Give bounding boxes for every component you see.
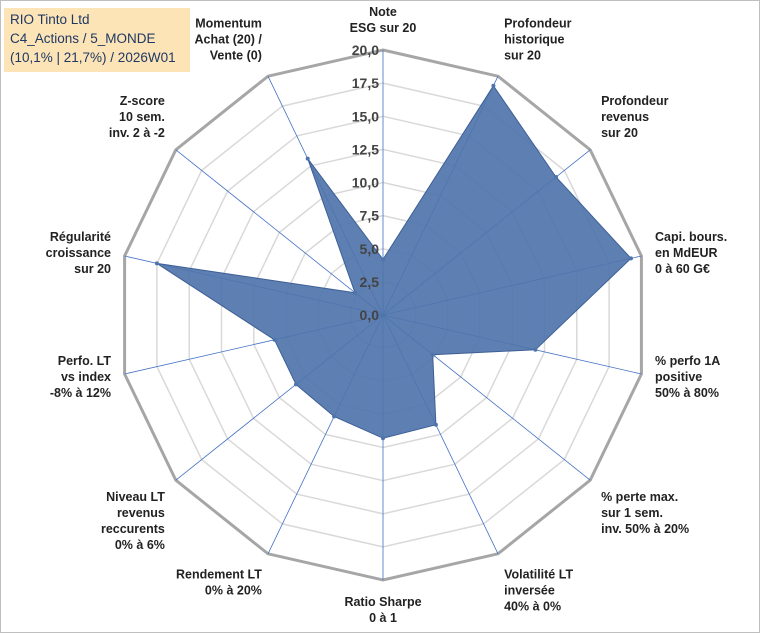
data-point-0	[381, 257, 385, 262]
axis-label-2: Profondeur revenus sur 20	[601, 94, 668, 140]
data-point-7	[381, 436, 385, 441]
axis-label-7: Ratio Sharpe 0 à 1	[344, 595, 421, 625]
data-layer	[154, 83, 633, 441]
data-point-12	[353, 290, 357, 295]
data-point-13	[305, 156, 310, 161]
axis-label-4: % perfo 1A positive 50% à 80%	[655, 354, 720, 400]
label-layer: Note ESG sur 20 Profondeur historique sur 20…	[46, 5, 728, 625]
data-point-10	[272, 337, 277, 342]
axis-label-10: Perfo. LT vs index -8% à 12%	[50, 354, 112, 400]
axis-label-0: Note ESG sur 20	[350, 5, 417, 35]
axis-spoke-12	[175, 149, 384, 316]
axis-label-5: % perte max. sur 1 sem. inv. 50% à 20%	[601, 490, 689, 536]
tick-layer: 0,0 2,5 5,0 7,5 10,0 12,5 15,0 17,5 20,0	[352, 42, 379, 323]
data-series-area	[156, 84, 632, 439]
data-point-6	[433, 422, 438, 427]
tick-label-7: 17,5	[352, 75, 379, 91]
chart-title-box: RIO Tinto Ltd C4_Actions / 5_MONDE (10,1…	[4, 8, 190, 72]
axis-label-9: Niveau LT revenus reccurents 0% à 6%	[101, 490, 165, 552]
axis-label-3: Capi. bours. en MdEUR 0 à 60 G€	[655, 230, 727, 276]
title-line-stats: (10,1% | 21,7%) / 2026W01	[10, 50, 176, 65]
tick-label-4: 10,0	[352, 175, 379, 191]
data-point-1	[491, 83, 496, 88]
tick-label-2: 5,0	[360, 241, 380, 257]
axis-label-12: Z-score 10 sem. inv. 2 à -2	[109, 94, 165, 140]
tick-label-8: 20,0	[352, 42, 379, 58]
data-point-8	[332, 414, 337, 419]
title-line-company: RIO Tinto Ltd	[10, 12, 90, 27]
tick-label-3: 7,5	[360, 208, 380, 224]
axis-label-1: Profondeur historique sur 20	[504, 17, 571, 63]
data-point-9	[294, 382, 298, 387]
data-point-11	[154, 261, 159, 266]
axis-label-13: Momentum Achat (20) / Vente (0)	[195, 17, 263, 63]
axis-label-11: Régularité croissance sur 20	[46, 230, 111, 276]
data-point-4	[533, 347, 538, 352]
tick-label-1: 2,5	[360, 274, 380, 290]
axis-label-8: Rendement LT 0% à 20%	[176, 567, 262, 597]
tick-label-0: 0,0	[360, 307, 380, 323]
data-point-3	[629, 256, 633, 261]
tick-label-5: 12,5	[352, 141, 379, 157]
data-point-2	[554, 175, 558, 179]
data-point-5	[430, 352, 435, 357]
tick-label-6: 15,0	[352, 108, 379, 124]
axis-label-6: Volatilité LT inversée 40% à 0%	[504, 567, 573, 613]
title-line-category: C4_Actions / 5_MONDE	[10, 31, 156, 46]
